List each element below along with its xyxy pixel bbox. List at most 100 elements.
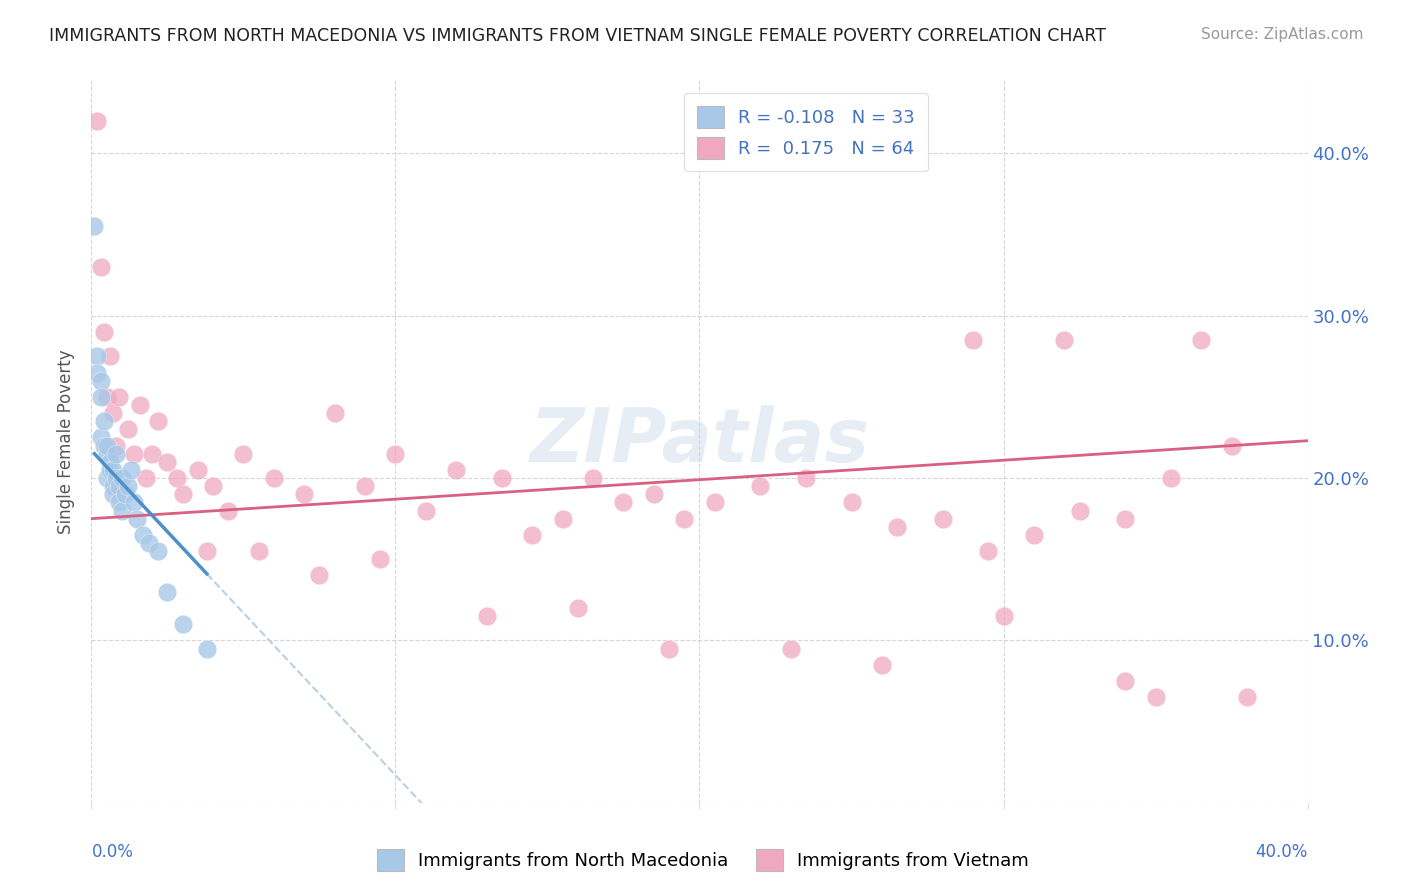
Point xyxy=(156,455,179,469)
Point xyxy=(779,641,801,656)
Point xyxy=(96,447,118,461)
Point xyxy=(96,390,118,404)
Point xyxy=(132,528,155,542)
Point xyxy=(101,487,124,501)
Point xyxy=(107,495,129,509)
Point xyxy=(475,609,498,624)
Point xyxy=(931,511,953,525)
Point xyxy=(93,414,115,428)
Point xyxy=(101,479,124,493)
Point xyxy=(122,495,145,509)
Point xyxy=(117,479,139,493)
Point xyxy=(166,471,188,485)
Point xyxy=(141,447,163,461)
Point xyxy=(148,414,170,428)
Point xyxy=(98,349,121,363)
Point xyxy=(522,528,544,542)
Point xyxy=(415,503,437,517)
Point xyxy=(384,447,406,461)
Point xyxy=(93,325,115,339)
Point xyxy=(870,657,893,672)
Point xyxy=(1022,528,1045,542)
Point xyxy=(111,471,134,485)
Legend: Immigrants from North Macedonia, Immigrants from Vietnam: Immigrants from North Macedonia, Immigra… xyxy=(370,842,1036,879)
Point xyxy=(156,584,179,599)
Point xyxy=(582,471,605,485)
Point xyxy=(122,447,145,461)
Point xyxy=(96,439,118,453)
Text: IMMIGRANTS FROM NORTH MACEDONIA VS IMMIGRANTS FROM VIETNAM SINGLE FEMALE POVERTY: IMMIGRANTS FROM NORTH MACEDONIA VS IMMIG… xyxy=(49,27,1107,45)
Point xyxy=(886,520,908,534)
Point xyxy=(83,219,105,234)
Point xyxy=(96,471,118,485)
Point xyxy=(1236,690,1258,705)
Point xyxy=(368,552,391,566)
Point xyxy=(89,390,111,404)
Point xyxy=(1220,439,1243,453)
Point xyxy=(703,495,725,509)
Point xyxy=(794,471,817,485)
Point xyxy=(195,641,218,656)
Point xyxy=(1114,673,1136,688)
Point xyxy=(232,447,254,461)
Point xyxy=(98,455,121,469)
Point xyxy=(749,479,772,493)
Point xyxy=(101,406,124,420)
Text: Source: ZipAtlas.com: Source: ZipAtlas.com xyxy=(1201,27,1364,42)
Point xyxy=(117,422,139,436)
Point xyxy=(977,544,1000,558)
Point xyxy=(101,463,124,477)
Point xyxy=(308,568,330,582)
Point xyxy=(444,463,467,477)
Y-axis label: Single Female Poverty: Single Female Poverty xyxy=(58,350,76,533)
Legend: R = -0.108   N = 33, R =  0.175   N = 64: R = -0.108 N = 33, R = 0.175 N = 64 xyxy=(685,93,928,171)
Point xyxy=(172,617,194,632)
Point xyxy=(1189,333,1212,347)
Point xyxy=(111,471,134,485)
Point xyxy=(1114,511,1136,525)
Point xyxy=(323,406,346,420)
Point xyxy=(107,390,129,404)
Point xyxy=(551,511,574,525)
Text: ZIPatlas: ZIPatlas xyxy=(530,405,869,478)
Point xyxy=(643,487,665,501)
Point xyxy=(292,487,315,501)
Point xyxy=(114,487,136,501)
Point xyxy=(1144,690,1167,705)
Point xyxy=(1053,333,1076,347)
Point xyxy=(841,495,863,509)
Point xyxy=(1069,503,1091,517)
Point xyxy=(125,511,148,525)
Point xyxy=(354,479,377,493)
Point xyxy=(86,349,108,363)
Point xyxy=(129,398,152,412)
Point xyxy=(135,471,157,485)
Text: 40.0%: 40.0% xyxy=(1256,843,1308,861)
Point xyxy=(148,544,170,558)
Point xyxy=(658,641,681,656)
Point xyxy=(1160,471,1182,485)
Point xyxy=(172,487,194,501)
Point xyxy=(89,260,111,274)
Point xyxy=(111,503,134,517)
Point xyxy=(89,430,111,444)
Point xyxy=(673,511,696,525)
Point xyxy=(993,609,1015,624)
Point xyxy=(187,463,209,477)
Point xyxy=(263,471,285,485)
Point xyxy=(962,333,984,347)
Point xyxy=(98,463,121,477)
Point xyxy=(120,463,142,477)
Point xyxy=(104,439,127,453)
Point xyxy=(138,536,160,550)
Point xyxy=(86,366,108,380)
Point xyxy=(491,471,513,485)
Point xyxy=(86,114,108,128)
Point xyxy=(612,495,634,509)
Point xyxy=(104,471,127,485)
Point xyxy=(93,439,115,453)
Point xyxy=(89,374,111,388)
Point xyxy=(104,447,127,461)
Point xyxy=(217,503,239,517)
Point xyxy=(195,544,218,558)
